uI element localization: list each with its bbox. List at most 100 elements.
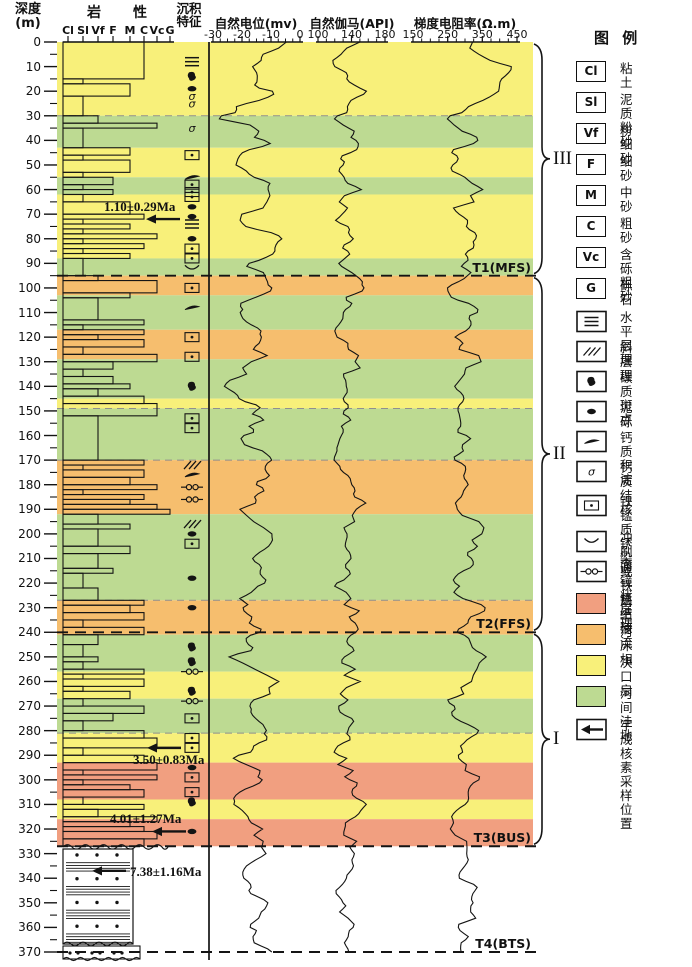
- fan-river-swatch: [576, 593, 606, 614]
- sed-symbol-mud-icon: [187, 236, 197, 242]
- sed-symbol-mud-icon: [187, 604, 197, 611]
- legend-label-mud-clasts: 泥砾: [620, 400, 633, 429]
- track-tick-label: -30: [204, 28, 222, 41]
- sed-symbol-mud-icon: [187, 575, 197, 581]
- sed-symbol-scour-icon: [584, 538, 599, 543]
- sed-symbol-scour-icon: [184, 264, 200, 270]
- sed-symbol-caln-icon: σ: [189, 122, 197, 135]
- depth-tick-label: 360: [18, 920, 41, 935]
- legend-label-pebbly-coarse-sand: 含砾粗砂: [620, 247, 633, 304]
- grain-size-label-Vc: Vc: [149, 24, 165, 37]
- depth-axis-ticks: [44, 41, 57, 953]
- facies-band-河床相: [57, 460, 533, 515]
- interfluve-depression-swatch: [576, 686, 606, 707]
- facies-band-河床相: [57, 275, 533, 296]
- facies-band-扇上河流: [57, 762, 533, 800]
- svg-text:σ: σ: [588, 466, 596, 479]
- lithology-column-title-right: 性: [133, 5, 147, 21]
- facies-band-河间洼地: [57, 295, 533, 330]
- facies-band-河间洼地: [57, 698, 533, 734]
- unit-numeral-I: I: [553, 728, 560, 750]
- sed-symbol-mud-icon: [187, 204, 197, 210]
- lithology-bar: [62, 329, 145, 336]
- depth-tick-label: 170: [18, 453, 41, 468]
- svg-text:σ: σ: [189, 122, 197, 135]
- depth-tick-label: 210: [18, 551, 41, 566]
- sed-symbol-cald-icon: [184, 175, 201, 180]
- sed-symbol-femn-icon: [184, 413, 200, 424]
- depth-tick-label: 30: [25, 108, 41, 123]
- sed-symbol-femn-icon: [184, 243, 200, 254]
- medium-sand-symbol: M: [576, 185, 606, 206]
- legend-label-carbonaceous-specks: 碳质斑点: [620, 370, 633, 427]
- lithology-bar: [62, 668, 145, 675]
- facies-band-河间洼地: [57, 634, 533, 672]
- sed-symbol-mud-icon: [187, 764, 197, 771]
- sed-symbol-femn-icon: [184, 732, 200, 744]
- sed-symbol-mud-icon: [187, 213, 197, 220]
- legend-label-horizontal-bedding: 水平层理: [620, 310, 633, 367]
- grain-size-label-Vf: Vf: [91, 24, 105, 37]
- facies-band-决口扇: [57, 671, 533, 699]
- track-tick-label: 250: [437, 28, 459, 41]
- calcareous-nodule-icon: σ: [576, 460, 607, 483]
- sed-symbol-femn-icon: [184, 772, 200, 783]
- track-tick-label: 450: [506, 28, 528, 41]
- lithology-bar: [62, 189, 114, 196]
- grain-size-label-Sl: Sl: [77, 24, 89, 37]
- depth-tick-label: 330: [18, 846, 41, 861]
- depth-tick-label: 290: [18, 748, 41, 763]
- legend-title: 图 例: [594, 29, 642, 47]
- legend-label-fan-river: 扇上河流: [620, 593, 633, 650]
- depth-tick-label: 300: [18, 772, 41, 787]
- track-title-gr: 自然伽马(API): [309, 16, 395, 31]
- sed-symbol-carb-icon: [187, 657, 196, 667]
- sed-symbol-mud-icon: [187, 531, 197, 537]
- lithology-bar: [62, 339, 145, 348]
- surface-label-T3(BUS): T3(BUS): [473, 830, 531, 846]
- depth-tick-label: 250: [18, 649, 41, 664]
- sed-symbol-caln-icon: σ: [588, 466, 596, 479]
- depth-axis-title: 深度: [14, 2, 41, 17]
- gravel-symbol: G: [576, 278, 606, 299]
- track-title-sp: 自然电位(mv): [214, 16, 298, 31]
- depth-tick-label: 160: [18, 428, 41, 443]
- svg-text:σ: σ: [189, 97, 197, 110]
- clay-symbol: Cl: [576, 61, 606, 82]
- cross-bedding-icon: [576, 340, 607, 363]
- legend-label-cross-bedding: 斜层理: [620, 340, 633, 383]
- legend-label-medium-sand: 中砂: [620, 185, 633, 214]
- grain-size-label-F: F: [109, 24, 117, 37]
- age-marker-label: 7.38±1.16Ma: [130, 863, 202, 879]
- legend-label-fine-sand: 细砂: [620, 154, 633, 183]
- grain-size-label-M: M: [124, 24, 136, 37]
- facies-band-河间洼地: [57, 177, 533, 195]
- sed-symbol-mud-icon: [187, 86, 197, 92]
- lithology-bar: [62, 159, 131, 173]
- legend-label-calcareous-deposit: 钙质积淀: [620, 430, 633, 487]
- log-curve-sp: [218, 41, 287, 953]
- lithology-bar: [62, 803, 145, 810]
- sed-symbol-carb-icon: [187, 381, 196, 391]
- lithology-bar: [62, 83, 131, 97]
- lithology-bar: [62, 762, 158, 771]
- lithology-bar: [62, 243, 145, 250]
- sed-symbol-femn-icon: [184, 423, 200, 434]
- legend-label-scour-surface: 冲刷面: [620, 530, 633, 573]
- lithology-bar: [62, 252, 131, 259]
- sed-symbol-mud-icon: [587, 408, 596, 415]
- depth-tick-label: 340: [18, 871, 41, 886]
- lithology-bar: [62, 459, 145, 466]
- age-marker-label: 4.01±1.27Ma: [110, 811, 182, 827]
- sed-symbol-femn-icon: [184, 713, 200, 724]
- lithology-bar: [62, 402, 158, 417]
- depth-tick-label: 70: [25, 207, 41, 222]
- sampling-arrow-icon: [147, 743, 181, 753]
- sed-symbol-femn-icon: [184, 191, 200, 202]
- unit-numeral-III: III: [553, 147, 572, 169]
- track-tick-label: 100: [307, 28, 329, 41]
- age-marker-label: 3.50±0.83Ma: [133, 751, 205, 767]
- muddy-silt-symbol: Sl: [576, 92, 606, 113]
- depth-tick-label: 270: [18, 699, 41, 714]
